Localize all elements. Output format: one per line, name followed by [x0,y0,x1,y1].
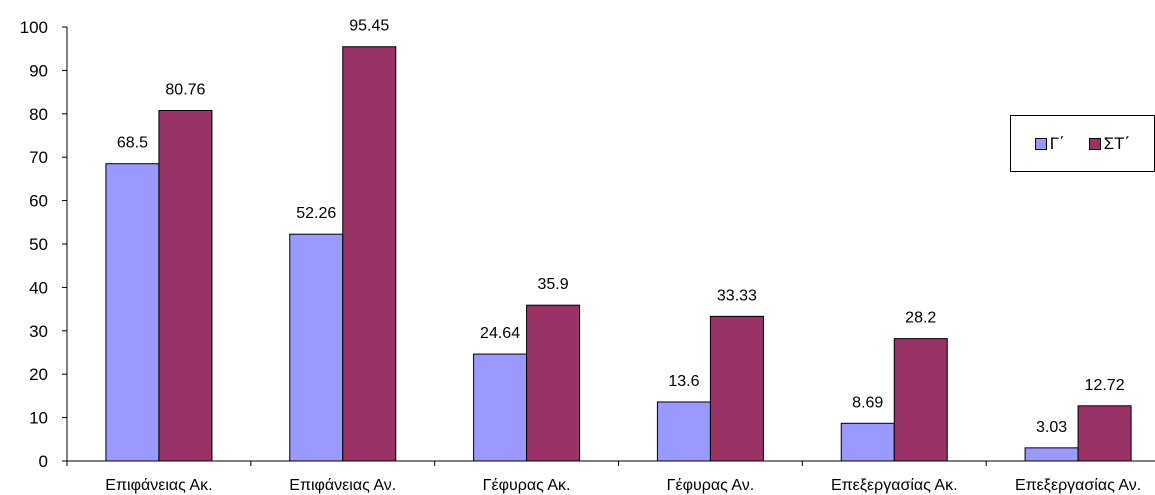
bar-series-2 [342,46,397,462]
bar-series-1 [840,422,895,462]
data-label-series-1: 68.5 [117,135,148,152]
bar-series-1 [1024,447,1079,462]
legend-item-series-1: Γ΄ [1034,133,1065,154]
y-tick-label: 30 [29,322,48,341]
legend-label-series-1: Γ΄ [1049,133,1065,153]
data-label-series-2: 28.2 [905,310,936,327]
bar-series-2 [526,304,581,462]
y-tick-label: 100 [20,18,48,37]
x-tick-label: Επεξεργασίας Αν. [1015,477,1141,494]
data-label-series-1: 52.26 [296,205,336,222]
bar-series-1 [105,163,160,462]
y-tick-label: 90 [29,61,48,80]
data-label-series-2: 95.45 [349,18,389,35]
legend-item-series-2: ΣΤ΄ [1088,133,1131,154]
bar-series-2 [709,315,764,462]
y-tick-label: 10 [29,409,48,428]
bar-series-1 [473,353,528,462]
data-label-series-1: 13.6 [668,373,699,390]
y-tick-label: 40 [29,278,48,297]
y-tick-label: 20 [29,365,48,384]
legend-label-series-2: ΣΤ΄ [1103,133,1131,153]
y-tick-label: 80 [29,105,48,124]
x-tick-label: Επιφάνειας Αν. [289,477,396,494]
y-tick-label: 50 [29,235,48,254]
bars [105,46,1132,462]
data-label-series-2: 35.9 [538,276,569,293]
y-tick-label: 70 [29,148,48,167]
legend-swatch-series-1 [1034,137,1047,150]
axes: 0 10 20 30 40 50 60 70 80 90 100 Επιφάνειας Ακ. Επιφ… [20,18,1155,494]
data-label-series-2: 80.76 [165,82,205,99]
x-tick-label: Γέφυρας Αν. [667,477,755,494]
bar-series-1 [289,233,344,462]
legend-swatch-series-2 [1088,137,1101,150]
data-label-series-1: 3.03 [1036,419,1067,436]
bar-series-2 [1077,405,1132,462]
y-tick-label: 0 [39,452,48,471]
bar-series-2 [893,338,948,462]
data-label-series-1: 24.64 [480,325,520,342]
data-labels: 68.5 52.26 24.64 13.6 8.69 3.03 80.76 95.45 35.9… [117,18,1125,436]
legend: Γ΄ ΣΤ΄ [1010,115,1155,172]
data-label-series-1: 8.69 [852,394,883,411]
y-tick-label: 60 [29,192,48,211]
x-tick-label: Επιφάνειας Ακ. [105,477,212,494]
data-label-series-2: 12.72 [1085,377,1125,394]
x-tick-label: Γέφυρας Ακ. [483,477,571,494]
bar-series-2 [158,110,213,462]
data-label-series-2: 33.33 [717,287,757,304]
x-tick-label: Επεξεργασίας Ακ. [831,477,958,494]
bar-series-1 [656,401,711,462]
